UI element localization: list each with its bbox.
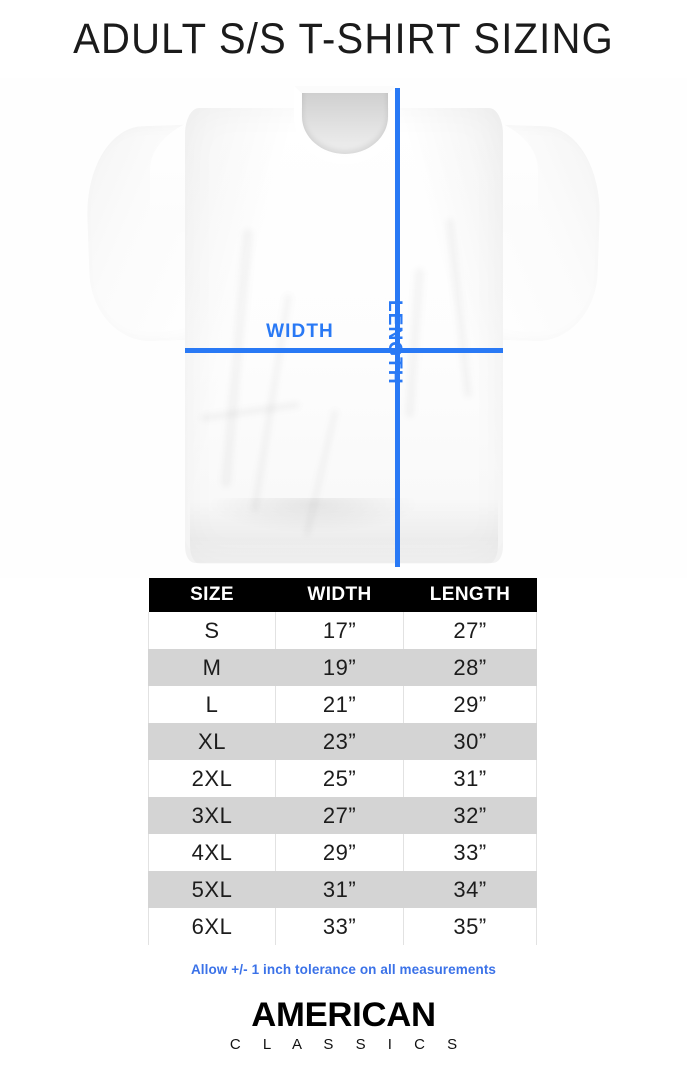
- size-table: SIZE WIDTH LENGTH S 17” 27” M 19” 28” L 21” 29” X…: [148, 578, 537, 945]
- length-cell: 29”: [403, 686, 537, 723]
- size-cell: 4XL: [148, 834, 276, 871]
- length-cell: 30”: [403, 723, 537, 760]
- tshirt-body: [185, 108, 503, 563]
- width-cell: 17”: [275, 612, 404, 649]
- width-label: WIDTH: [266, 321, 334, 342]
- brand-logo: AMERICAN C L A S S I C S: [0, 996, 687, 1056]
- width-cell: 27”: [275, 797, 404, 834]
- table-header-row: SIZE WIDTH LENGTH: [148, 578, 537, 612]
- column-header-width: WIDTH: [275, 578, 404, 612]
- size-cell: L: [148, 686, 276, 723]
- size-cell: S: [148, 612, 276, 649]
- table-header: SIZE WIDTH LENGTH: [148, 578, 537, 612]
- length-cell: 31”: [403, 760, 537, 797]
- tshirt-diagram: WIDTH LENGTH: [0, 78, 687, 578]
- table-row: M 19” 28”: [148, 649, 537, 686]
- width-cell: 33”: [275, 908, 404, 945]
- brand-name-secondary: C L A S S I C S: [229, 1036, 467, 1053]
- length-cell: 28”: [403, 649, 537, 686]
- tshirt-bottom-hem: [190, 498, 498, 564]
- column-header-length: LENGTH: [403, 578, 537, 612]
- size-cell: M: [148, 649, 276, 686]
- size-cell: 2XL: [148, 760, 276, 797]
- length-cell: 27”: [403, 612, 537, 649]
- width-cell: 31”: [275, 871, 404, 908]
- table-row: 6XL 33” 35”: [148, 908, 537, 945]
- tolerance-note: Allow +/- 1 inch tolerance on all measur…: [190, 962, 497, 977]
- table-row: L 21” 29”: [148, 686, 537, 723]
- table-body: S 17” 27” M 19” 28” L 21” 29” XL 23” 30” 2XL 25” 31” 3X…: [148, 612, 537, 945]
- size-cell: XL: [148, 723, 276, 760]
- width-cell: 21”: [275, 686, 404, 723]
- table-row: S 17” 27”: [148, 612, 537, 649]
- column-header-size: SIZE: [148, 578, 276, 612]
- length-cell: 34”: [403, 871, 537, 908]
- width-cell: 19”: [275, 649, 404, 686]
- size-cell: 6XL: [148, 908, 276, 945]
- width-cell: 23”: [275, 723, 404, 760]
- brand-name-primary: AMERICAN: [251, 996, 436, 1034]
- length-cell: 35”: [403, 908, 537, 945]
- table-row: 5XL 31” 34”: [148, 871, 537, 908]
- width-measurement-line: [185, 348, 503, 353]
- length-label: LENGTH: [384, 300, 405, 385]
- page-title: ADULT S/S T-SHIRT SIZING: [73, 16, 614, 63]
- table-row: 2XL 25” 31”: [148, 760, 537, 797]
- size-cell: 5XL: [148, 871, 276, 908]
- tshirt-collar: [294, 86, 396, 164]
- table-row: 4XL 29” 33”: [148, 834, 537, 871]
- table-row: XL 23” 30”: [148, 723, 537, 760]
- length-cell: 33”: [403, 834, 537, 871]
- length-cell: 32”: [403, 797, 537, 834]
- size-cell: 3XL: [148, 797, 276, 834]
- length-measurement-line: [395, 88, 400, 567]
- table-row: 3XL 27” 32”: [148, 797, 537, 834]
- width-cell: 25”: [275, 760, 404, 797]
- width-cell: 29”: [275, 834, 404, 871]
